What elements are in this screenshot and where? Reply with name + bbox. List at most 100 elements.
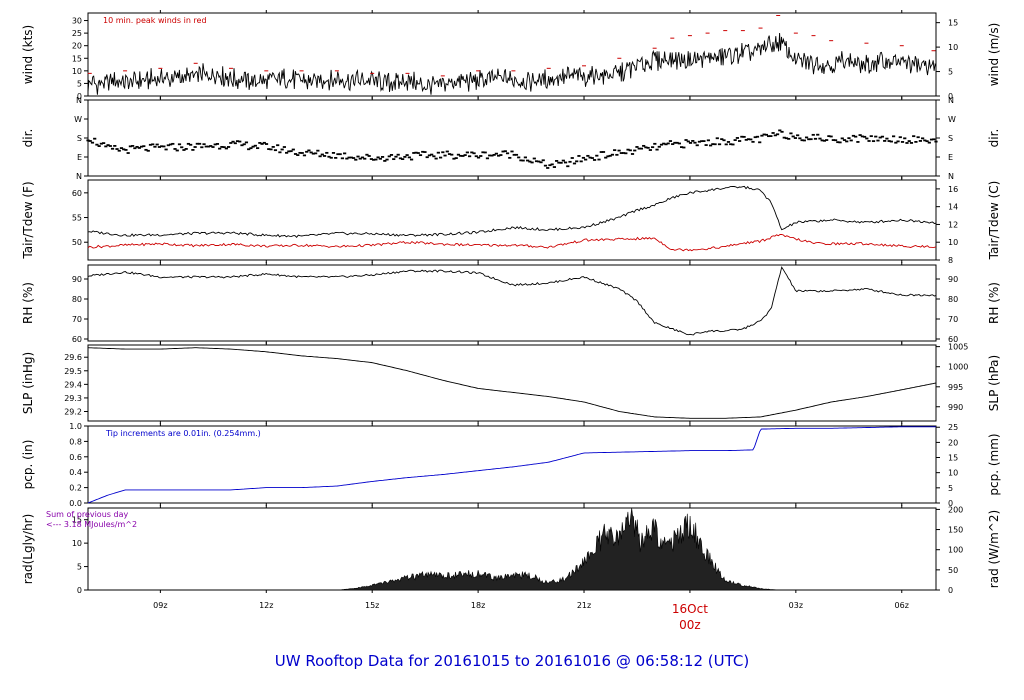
dir-point <box>316 149 320 152</box>
dir-point <box>512 153 516 156</box>
dir-point <box>878 136 882 139</box>
tick-label-right-temp: 8 <box>948 256 953 265</box>
dir-point <box>394 155 398 158</box>
dir-point <box>186 142 191 145</box>
tick-label-right-rh: 70 <box>948 315 958 324</box>
tick-label-right-temp: 10 <box>948 238 958 247</box>
dir-point <box>871 140 876 143</box>
dir-point <box>264 143 269 145</box>
time-tick-label: 21z <box>577 601 591 610</box>
dir-point <box>642 144 646 147</box>
dir-point <box>256 147 260 150</box>
tick-label-left-dir: S <box>77 134 82 143</box>
dir-point <box>253 144 257 147</box>
dir-point <box>465 151 469 154</box>
tick-label-left-rad: 15 <box>72 516 82 525</box>
dir-point <box>836 141 840 144</box>
dir-point <box>481 151 485 154</box>
tick-label-left-wind: 25 <box>72 29 82 38</box>
tick-label-left-temp: 55 <box>72 214 82 223</box>
dir-point <box>166 144 170 147</box>
ylabel-left-slp: SLP (inHg) <box>21 352 35 414</box>
tick-label-right-temp: 16 <box>948 185 958 194</box>
dir-point <box>680 146 684 148</box>
dir-point <box>733 139 737 141</box>
tick-label-left-wind: 15 <box>72 54 82 63</box>
dir-point <box>726 141 731 143</box>
dir-point <box>302 154 307 157</box>
tick-label-right-wind: 10 <box>948 43 958 52</box>
dir-point <box>204 145 208 148</box>
dir-point <box>398 157 403 160</box>
dir-point <box>269 148 273 151</box>
tick-label-left-wind: 5 <box>77 79 82 88</box>
dir-point <box>860 135 864 138</box>
dir-point <box>307 149 311 152</box>
dir-point <box>497 154 501 157</box>
dir-point <box>93 137 97 140</box>
dir-point <box>220 145 224 148</box>
dir-point <box>95 143 99 146</box>
dir-point <box>800 139 804 142</box>
dir-point <box>247 148 251 151</box>
panel-frame-pcp <box>87 425 937 504</box>
dir-point <box>365 153 369 156</box>
dir-point <box>822 139 827 142</box>
dir-point <box>139 145 144 148</box>
dir-point <box>840 137 844 140</box>
dir-point <box>735 137 739 139</box>
dir-point <box>412 152 416 154</box>
dir-point <box>345 157 349 160</box>
dir-point <box>441 151 445 154</box>
wind-speed-line <box>87 32 937 95</box>
dir-point <box>831 139 835 141</box>
dir-point <box>376 156 380 159</box>
dir-point <box>671 143 675 146</box>
dir-point <box>541 159 545 162</box>
tick-label-right-pcp: 20 <box>948 438 958 447</box>
dir-point <box>856 141 860 143</box>
dir-point <box>633 149 637 152</box>
dir-point <box>778 129 782 132</box>
dir-point <box>242 143 246 146</box>
dir-point <box>780 130 784 133</box>
tick-label-right-dir: W <box>948 115 956 124</box>
dir-point <box>438 156 443 159</box>
dir-point <box>927 141 931 144</box>
tick-label-right-rh: 60 <box>948 335 958 344</box>
dir-point <box>231 140 235 143</box>
dir-point <box>425 156 429 159</box>
dir-point <box>173 148 177 150</box>
dir-point <box>916 136 920 139</box>
dir-point <box>889 140 893 143</box>
panel-frame-wind <box>87 12 937 97</box>
dir-point <box>267 148 271 150</box>
dir-point <box>769 135 773 137</box>
dir-point <box>157 146 162 148</box>
dir-point <box>367 155 371 157</box>
dir-point <box>459 154 463 157</box>
dir-point <box>327 155 331 158</box>
annotation-rad-0: Sum of previous day <box>46 510 128 519</box>
dir-point <box>244 141 249 144</box>
dir-point <box>546 167 550 169</box>
tick-label-right-slp: 995 <box>948 383 963 392</box>
dir-point <box>483 151 487 154</box>
dir-point <box>356 155 360 158</box>
dir-point <box>392 158 396 161</box>
dir-point <box>706 139 710 142</box>
tick-label-right-rad: 0 <box>948 586 953 595</box>
dir-point <box>715 137 719 140</box>
dir-point <box>740 135 744 138</box>
tick-label-right-rad: 200 <box>948 505 963 514</box>
dir-point <box>720 138 724 141</box>
tick-label-right-wind: 15 <box>948 19 958 28</box>
tick-label-left-slp: 29.6 <box>64 353 82 362</box>
date-label: 16Oct <box>672 602 708 616</box>
dir-point <box>534 160 539 163</box>
dir-point <box>291 148 295 151</box>
dir-point <box>760 134 764 137</box>
tick-label-left-wind: 20 <box>72 42 82 51</box>
dir-point <box>925 140 929 143</box>
dir-point <box>503 150 507 153</box>
